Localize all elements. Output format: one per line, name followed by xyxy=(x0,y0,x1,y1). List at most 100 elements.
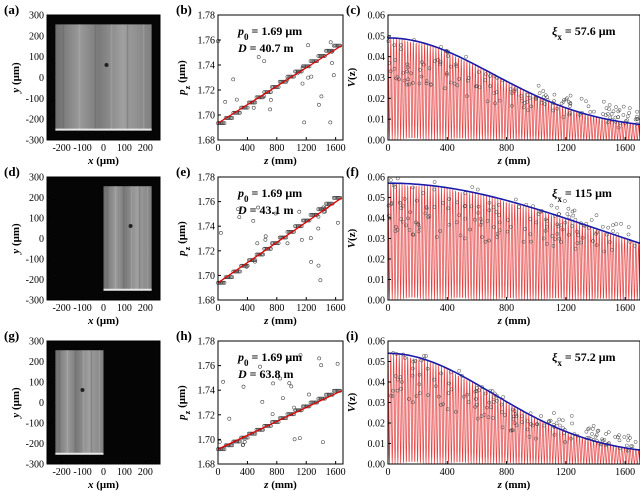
panel-g: (g)-200 -100 0 100 2003002001000-100-200-300… xyxy=(4,328,161,491)
data-point xyxy=(447,222,452,227)
data-point xyxy=(625,114,630,119)
data-point xyxy=(335,361,340,366)
data-point xyxy=(545,242,549,246)
data-point xyxy=(397,200,402,205)
data-point xyxy=(425,366,430,371)
data-point xyxy=(294,69,299,74)
data-point xyxy=(434,384,438,389)
dust-speck xyxy=(128,223,133,228)
anno-var: p xyxy=(237,24,244,38)
data-point xyxy=(588,110,593,114)
data-point xyxy=(529,422,533,427)
data-point xyxy=(436,394,441,399)
data-point xyxy=(446,391,451,395)
panel-b: (b)p0 = 1.69 μmD = 40.7 m0 400 800 1200 1600… xyxy=(176,2,346,167)
data-point xyxy=(536,83,541,88)
data-point xyxy=(452,81,457,86)
panel-label: (f) xyxy=(346,164,359,179)
data-point xyxy=(420,60,424,65)
data-point xyxy=(513,197,518,202)
data-point xyxy=(497,213,501,217)
y-tick-label: -100 xyxy=(26,255,44,266)
data-point xyxy=(330,61,334,65)
data-point xyxy=(527,434,532,439)
data-point xyxy=(586,427,590,432)
anno-var: ξ xyxy=(552,350,558,364)
data-point xyxy=(521,239,526,244)
data-point xyxy=(604,106,609,110)
data-point xyxy=(489,405,494,410)
data-point xyxy=(513,87,517,92)
data-point xyxy=(402,197,407,201)
data-point xyxy=(555,106,559,111)
panel-f: (f) ξx = 115 μm 0 400 800 1200 1600 0.06 0.05 0.0… xyxy=(346,164,640,327)
data-point xyxy=(262,59,267,64)
data-point xyxy=(251,105,256,110)
data-point xyxy=(457,213,461,218)
y-axis-label: pz (μm) xyxy=(176,385,192,421)
data-point xyxy=(414,394,419,398)
data-point xyxy=(589,218,594,222)
panel-a: (a)-200 -100 0 100 2003002001000-100-200-300… xyxy=(4,2,161,167)
data-point xyxy=(317,356,322,361)
data-point xyxy=(242,439,247,444)
data-point xyxy=(565,212,570,216)
data-point xyxy=(499,402,504,407)
data-point xyxy=(615,435,620,440)
data-point xyxy=(324,48,329,53)
data-point xyxy=(240,105,245,110)
data-point xyxy=(317,396,322,401)
data-point xyxy=(476,416,480,421)
data-point xyxy=(572,208,577,213)
y-tick-label: 300 xyxy=(29,337,44,348)
annotation-p0: p0 = 1.69 μm xyxy=(237,350,302,368)
y-tick-label: -200 xyxy=(26,115,44,126)
data-point xyxy=(613,434,618,439)
data-point xyxy=(569,414,574,418)
y-tick-label: 0.05 xyxy=(368,193,386,204)
label-unit: (mm) xyxy=(502,315,531,327)
data-point xyxy=(473,217,477,222)
x-tick-label: 800 xyxy=(269,143,284,154)
anno-rest: = 1.69 μm xyxy=(249,350,303,364)
data-point xyxy=(567,112,571,117)
data-point xyxy=(417,81,422,86)
y-tick-label: 0 xyxy=(39,234,44,245)
data-point xyxy=(331,388,336,393)
data-point xyxy=(334,195,339,200)
data-point xyxy=(287,381,292,386)
data-point xyxy=(316,263,321,268)
data-point xyxy=(231,77,236,82)
anno-rest: = 1.69 μm xyxy=(249,24,303,38)
data-point xyxy=(395,75,400,79)
x-axis-label: z (mm) xyxy=(497,479,531,491)
data-point xyxy=(422,62,426,67)
y-tick-label: 1.70 xyxy=(198,271,216,282)
data-point xyxy=(562,98,566,102)
data-point xyxy=(407,227,412,232)
label-sub: z xyxy=(183,246,192,250)
data-point xyxy=(621,104,626,109)
data-point xyxy=(475,187,480,192)
data-point xyxy=(605,120,610,125)
data-point xyxy=(333,43,338,48)
data-point xyxy=(494,210,499,214)
data-point xyxy=(445,54,450,58)
data-point xyxy=(535,422,539,427)
beam-region xyxy=(103,186,152,290)
data-point xyxy=(616,125,621,130)
panel-label: (c) xyxy=(346,2,360,17)
data-point xyxy=(552,432,557,437)
y-tick-label: 0.00 xyxy=(368,296,386,307)
panel-label: (a) xyxy=(4,2,19,17)
data-point xyxy=(529,104,534,109)
data-point xyxy=(570,421,574,426)
data-point xyxy=(241,442,246,447)
y-tick-label: 0.02 xyxy=(368,94,386,105)
x-axis-label: z (mm) xyxy=(263,315,297,327)
anno-var: p xyxy=(237,350,244,364)
x-tick-label: 1600 xyxy=(615,303,635,314)
x-tick-label: 800 xyxy=(269,303,284,314)
data-point xyxy=(317,54,322,58)
data-point xyxy=(324,201,329,206)
